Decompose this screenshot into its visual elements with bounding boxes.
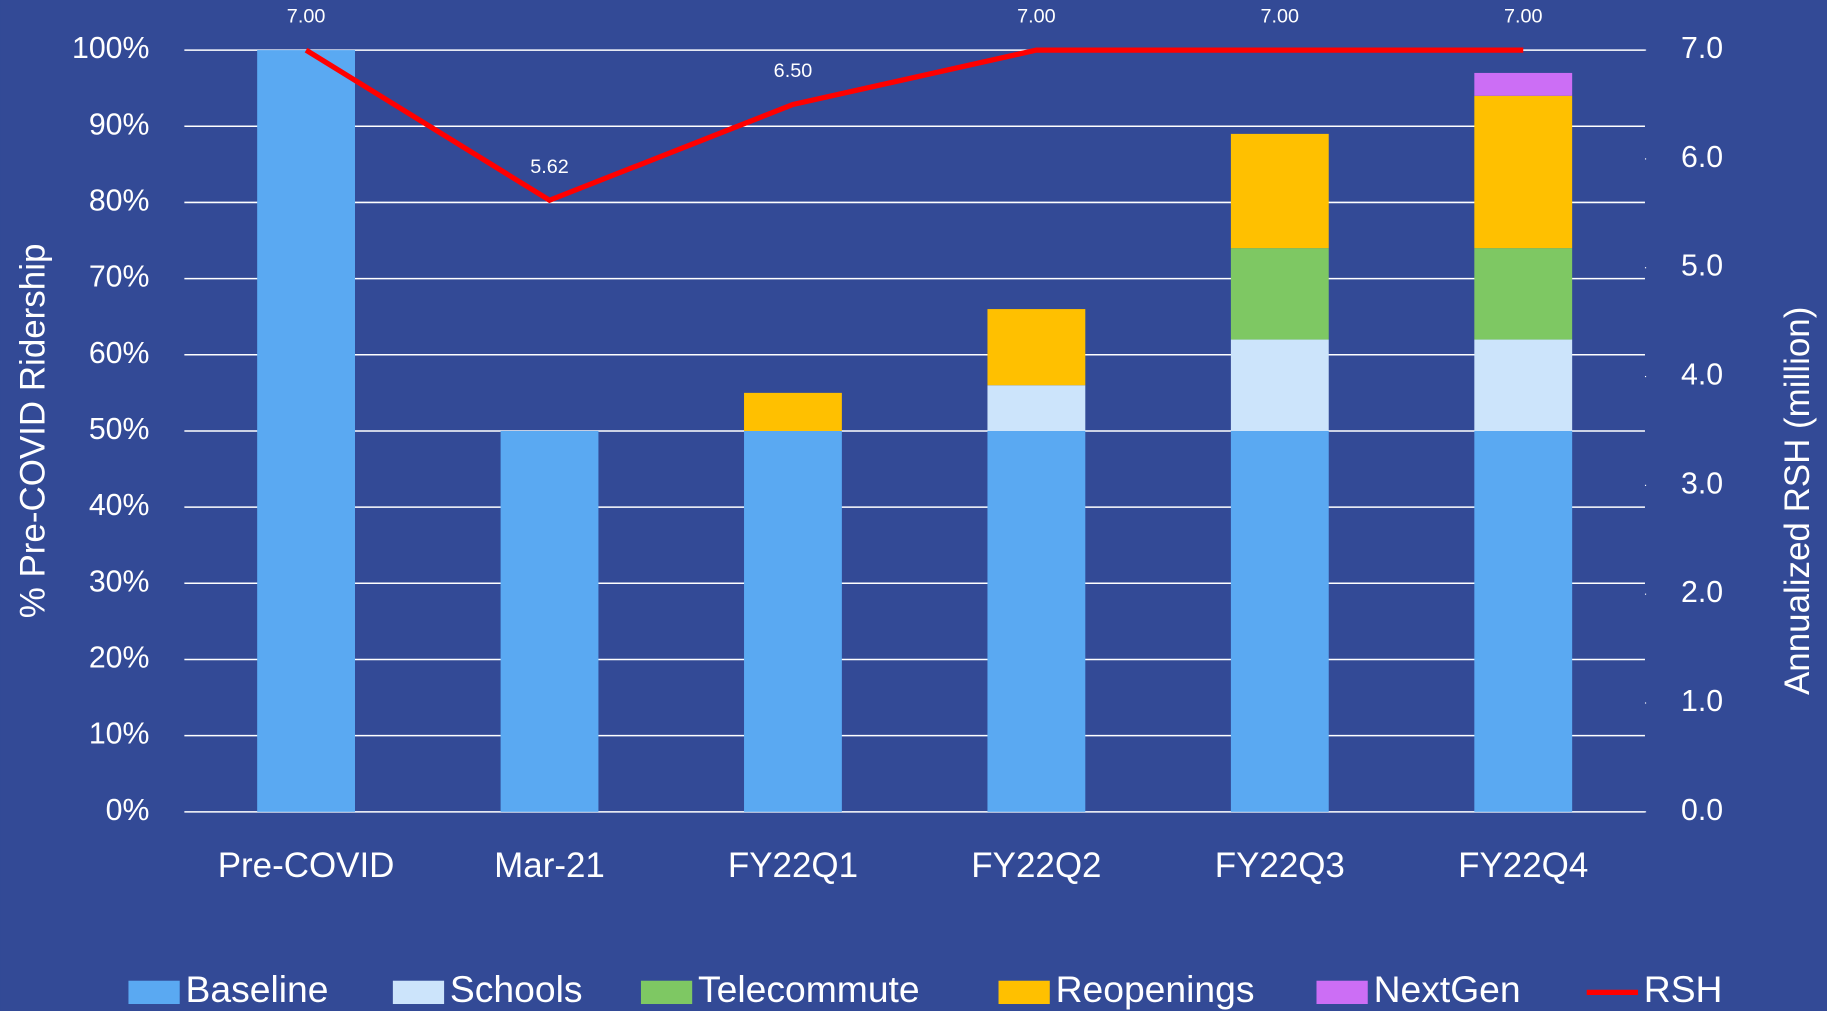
x-tick-label: FY22Q1 <box>728 846 858 885</box>
bar-segment <box>257 50 356 812</box>
y2-tick-label: 4.0 <box>1681 359 1723 392</box>
bar-segment <box>744 430 842 812</box>
y-axis-label: % Pre-COVID Ridership <box>14 244 53 619</box>
legend-swatch <box>640 980 693 1005</box>
y-tick-label: 30% <box>89 565 150 598</box>
data-label: 7.00 <box>1261 6 1300 28</box>
bar-segment <box>1474 72 1573 96</box>
bar-segment <box>1230 248 1329 340</box>
data-label: 6.50 <box>774 60 813 82</box>
legend-swatch <box>1316 980 1368 1005</box>
line <box>304 47 1524 204</box>
y-tick-label: 100% <box>72 32 149 65</box>
bar-segment <box>1474 339 1573 431</box>
legend-label: Reopenings <box>1056 968 1255 1010</box>
bar-segment <box>1230 339 1329 431</box>
y-tick-label: 0% <box>106 794 150 827</box>
bar-segment <box>500 430 599 812</box>
x-tick-label: FY22Q3 <box>1215 846 1345 885</box>
data-label: 5.62 <box>530 156 569 178</box>
y-tick-label: 80% <box>89 184 150 217</box>
y2-tick-label: 7.0 <box>1681 32 1723 65</box>
x-tick-label: FY22Q2 <box>971 846 1101 885</box>
bar-segment <box>1474 95 1573 249</box>
bar-segment <box>1474 248 1573 340</box>
bar-segment <box>1230 430 1329 812</box>
y-tick-label: 70% <box>89 261 150 294</box>
y-tick-label: 60% <box>89 337 150 370</box>
bar-segment <box>987 430 1086 812</box>
y2-tick-label: 3.0 <box>1681 467 1723 500</box>
legend-label: Schools <box>450 968 583 1010</box>
y2-tick-label: 0.0 <box>1681 794 1723 827</box>
legend-swatch <box>392 980 445 1005</box>
bar-segment <box>1474 430 1573 812</box>
legend-swatch <box>128 980 180 1005</box>
legend-swatch <box>998 980 1050 1005</box>
bar-segment <box>744 392 842 431</box>
bar-segment <box>1230 133 1329 249</box>
bar-segment <box>987 385 1086 431</box>
data-label: 7.00 <box>1504 6 1543 28</box>
legend-label: Telecommute <box>698 968 920 1010</box>
bar-segment <box>987 309 1086 386</box>
x-tick-label: FY22Q4 <box>1458 846 1588 885</box>
legend-label: NextGen <box>1374 968 1521 1010</box>
y2-tick-label: 6.0 <box>1681 141 1723 174</box>
y-tick-label: 10% <box>89 718 150 751</box>
legend-label: Baseline <box>186 968 329 1010</box>
x-tick-label: Pre-COVID <box>218 846 395 885</box>
y-tick-label: 20% <box>89 641 150 674</box>
y2-tick-label: 1.0 <box>1681 685 1723 718</box>
x-tick-label: Mar-21 <box>494 846 605 885</box>
y2-axis-label: Annualized RSH (million) <box>1778 307 1817 695</box>
y-tick-label: 50% <box>89 413 150 446</box>
y2-tick-label: 2.0 <box>1681 576 1723 609</box>
data-label: 7.00 <box>1017 6 1056 28</box>
y-tick-label: 90% <box>89 108 150 141</box>
y2-tick-label: 5.0 <box>1681 250 1723 283</box>
data-label: 7.00 <box>287 6 326 28</box>
legend-label: RSH <box>1644 968 1723 1010</box>
y-tick-label: 40% <box>89 489 150 522</box>
